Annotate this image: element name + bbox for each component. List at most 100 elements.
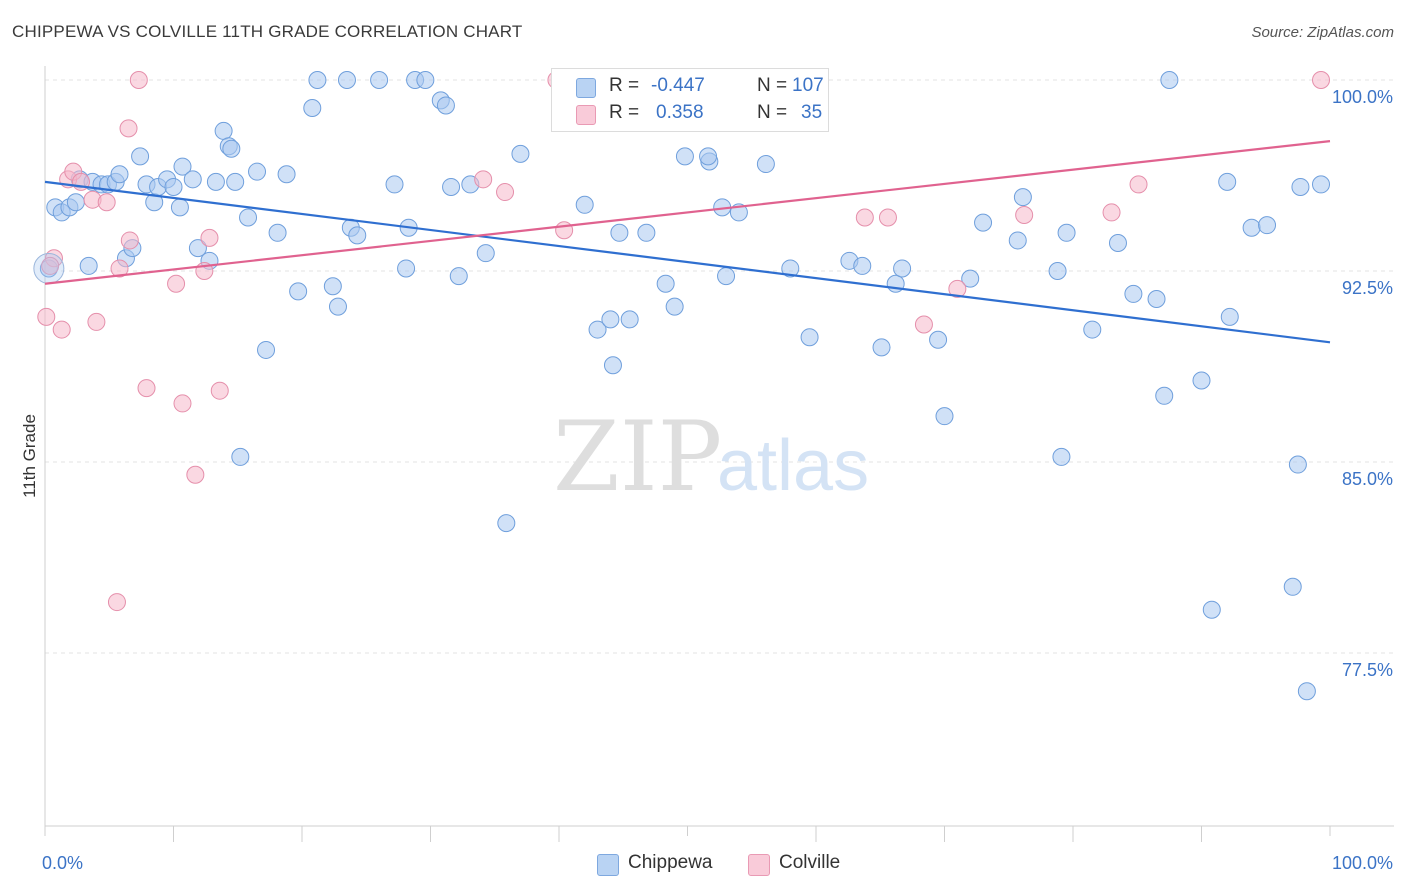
legend-n-label: N = xyxy=(757,102,788,123)
chippewa-point xyxy=(110,165,129,184)
chippewa-point xyxy=(1192,371,1211,390)
legend-r-label: R = xyxy=(609,75,640,96)
colville-point xyxy=(210,381,229,400)
chippewa-point xyxy=(511,144,530,163)
colville-point xyxy=(855,208,874,227)
bottom-legend-label: Colville xyxy=(779,852,841,873)
chippewa-point xyxy=(935,407,954,426)
chippewa-point xyxy=(222,139,241,158)
chippewa-point xyxy=(603,356,622,375)
y-axis-title: 11th Grade xyxy=(20,414,39,498)
colville-point xyxy=(37,307,56,326)
colville-point xyxy=(474,170,493,189)
y-tick-label: 77.5% xyxy=(1342,660,1393,680)
chippewa-point xyxy=(974,213,993,232)
chippewa-point xyxy=(33,252,65,284)
colville-point xyxy=(878,208,897,227)
chippewa-point xyxy=(183,170,202,189)
y-tick-label: 92.5% xyxy=(1342,278,1393,298)
chippewa-point xyxy=(239,208,258,227)
chippewa-point xyxy=(308,71,327,89)
colville-point xyxy=(496,183,515,202)
watermark-zip: ZIP xyxy=(553,401,722,513)
legend-n-label: N = xyxy=(757,75,788,96)
chippewa-point xyxy=(206,172,225,191)
colville-point xyxy=(52,320,71,339)
chippewa-point xyxy=(397,259,416,278)
chippewa-point xyxy=(1155,386,1174,405)
chippewa-point xyxy=(656,274,675,293)
chippewa-point xyxy=(929,330,948,349)
chippewa-point xyxy=(665,297,684,316)
colville-point xyxy=(1312,71,1331,89)
chippewa-point xyxy=(800,328,819,347)
chippewa-point xyxy=(497,514,516,533)
chippewa-point xyxy=(476,244,495,263)
chippewa-point xyxy=(1283,577,1302,596)
chippewa-point xyxy=(893,259,912,278)
colville-point xyxy=(1129,175,1148,194)
colville-point xyxy=(129,71,148,89)
trend-lines xyxy=(44,140,1331,344)
chippewa-point xyxy=(323,277,342,296)
colville-point xyxy=(914,315,933,334)
bottom-legend-label: Chippewa xyxy=(628,852,713,873)
chippewa-point xyxy=(1218,172,1237,191)
chippewa-point xyxy=(1160,71,1179,89)
colville-point xyxy=(41,256,60,275)
legend-r-label: R = xyxy=(609,102,640,123)
chippewa-point xyxy=(289,282,308,301)
chippewa-point xyxy=(1108,233,1127,252)
chippewa-point xyxy=(370,71,389,89)
chippewa-point xyxy=(337,71,356,89)
chippewa-point xyxy=(1124,284,1143,303)
chippewa-point xyxy=(1057,223,1076,242)
colville-point xyxy=(1015,205,1034,224)
colville-point xyxy=(97,193,116,212)
x-tick-label: 0.0% xyxy=(42,853,83,873)
chippewa-point xyxy=(575,195,594,214)
correlation-legend: R = -0.447 N = 107 R = 0.358 N = 35 xyxy=(551,68,829,132)
chippewa-point xyxy=(1147,290,1166,309)
chippewa-point xyxy=(1291,177,1310,196)
colville-point xyxy=(167,274,186,293)
chippewa-point xyxy=(248,162,267,181)
chippewa-point xyxy=(436,96,455,115)
chippewa-point xyxy=(781,259,800,278)
chippewa-point xyxy=(1258,216,1277,235)
axes xyxy=(44,66,1394,842)
y-tick-label: 85.0% xyxy=(1342,469,1393,489)
bottom-legend-swatch-colville xyxy=(748,854,770,876)
legend-swatch-chippewa xyxy=(576,78,596,98)
chippewa-point xyxy=(257,340,276,359)
chippewa-point xyxy=(170,198,189,217)
colville-point xyxy=(200,228,219,247)
chippewa-point xyxy=(610,223,629,242)
chippewa-point xyxy=(328,297,347,316)
chippewa-point xyxy=(1288,455,1307,474)
colville-point xyxy=(1102,203,1121,222)
chippewa-point xyxy=(416,71,435,89)
grid-lines xyxy=(45,79,1394,654)
chippewa-point xyxy=(226,172,245,191)
legend-n-value: 107 xyxy=(792,75,824,96)
colville-point xyxy=(555,221,574,240)
legend-swatch-colville xyxy=(576,105,596,125)
chippewa-point xyxy=(1202,600,1221,619)
chippewa-point xyxy=(348,226,367,245)
chippewa-point xyxy=(675,147,694,166)
chippewa-point xyxy=(588,320,607,339)
chippewa-point xyxy=(385,175,404,194)
legend-r-value: 0.358 xyxy=(656,102,704,123)
data-points xyxy=(33,71,1331,701)
chippewa-point xyxy=(601,310,620,329)
chippewa-point xyxy=(131,147,150,166)
source-credit: Source: ZipAtlas.com xyxy=(1251,24,1394,41)
watermark-atlas: atlas xyxy=(717,426,869,506)
colville-point xyxy=(186,465,205,484)
chippewa-point xyxy=(66,193,85,212)
chippewa-point xyxy=(1013,188,1032,207)
colville-trend-line xyxy=(44,140,1331,285)
chippewa-point xyxy=(231,447,250,466)
